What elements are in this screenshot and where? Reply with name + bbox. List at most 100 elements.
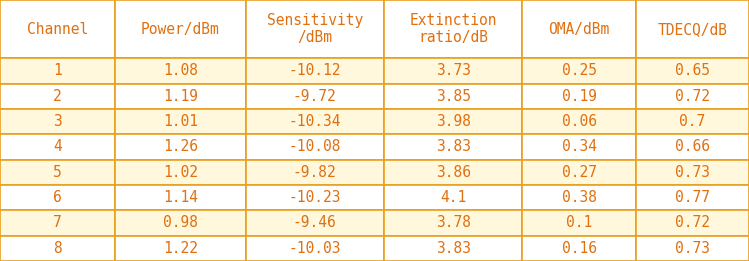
Bar [384, 0, 522, 58]
Bar [522, 134, 636, 160]
Bar [636, 210, 749, 236]
Text: 0.72: 0.72 [675, 89, 710, 104]
Text: 1.19: 1.19 [163, 89, 198, 104]
Bar [636, 84, 749, 109]
Bar [522, 84, 636, 109]
Bar [384, 236, 522, 261]
Bar [522, 210, 636, 236]
Bar [384, 58, 522, 84]
Text: 5: 5 [53, 165, 62, 180]
Text: -10.08: -10.08 [288, 139, 341, 155]
Text: 3.86: 3.86 [436, 165, 470, 180]
Text: 0.25: 0.25 [562, 63, 596, 79]
Text: 3.98: 3.98 [436, 114, 470, 129]
Bar [0, 210, 115, 236]
Bar [0, 84, 115, 109]
Text: 0.06: 0.06 [562, 114, 596, 129]
Text: 0.34: 0.34 [562, 139, 596, 155]
Text: -9.82: -9.82 [293, 165, 337, 180]
Text: -9.46: -9.46 [293, 216, 337, 230]
Text: 1.22: 1.22 [163, 241, 198, 256]
Bar [636, 134, 749, 160]
Bar [0, 0, 115, 58]
Text: 0.16: 0.16 [562, 241, 596, 256]
Text: TDECQ/dB: TDECQ/dB [658, 22, 727, 37]
Bar [522, 185, 636, 210]
Text: 0.77: 0.77 [675, 190, 710, 205]
Bar [115, 160, 246, 185]
Text: Power/dBm: Power/dBm [141, 22, 220, 37]
Text: 3.83: 3.83 [436, 139, 470, 155]
Bar [384, 84, 522, 109]
Text: 0.65: 0.65 [675, 63, 710, 79]
Text: 0.72: 0.72 [675, 216, 710, 230]
Bar [522, 236, 636, 261]
Text: 8: 8 [53, 241, 62, 256]
Text: OMA/dBm: OMA/dBm [548, 22, 610, 37]
Text: -10.12: -10.12 [288, 63, 341, 79]
Bar [0, 185, 115, 210]
Text: 0.1: 0.1 [566, 216, 592, 230]
Text: 4: 4 [53, 139, 62, 155]
Bar [115, 0, 246, 58]
Bar [246, 0, 384, 58]
Text: 0.98: 0.98 [163, 216, 198, 230]
Text: 1.08: 1.08 [163, 63, 198, 79]
Text: 3: 3 [53, 114, 62, 129]
Text: 6: 6 [53, 190, 62, 205]
Text: 0.38: 0.38 [562, 190, 596, 205]
Text: 1.14: 1.14 [163, 190, 198, 205]
Bar [115, 134, 246, 160]
Text: 3.85: 3.85 [436, 89, 470, 104]
Bar [246, 185, 384, 210]
Bar [384, 210, 522, 236]
Text: 1.02: 1.02 [163, 165, 198, 180]
Bar [522, 160, 636, 185]
Text: 1: 1 [53, 63, 62, 79]
Bar [0, 58, 115, 84]
Bar [115, 236, 246, 261]
Bar [0, 236, 115, 261]
Bar [246, 236, 384, 261]
Bar [246, 58, 384, 84]
Text: 0.19: 0.19 [562, 89, 596, 104]
Text: 1.26: 1.26 [163, 139, 198, 155]
Bar [522, 109, 636, 134]
Bar [115, 185, 246, 210]
Bar [115, 84, 246, 109]
Text: 0.7: 0.7 [679, 114, 706, 129]
Bar [636, 236, 749, 261]
Bar [522, 0, 636, 58]
Text: 0.66: 0.66 [675, 139, 710, 155]
Bar [384, 185, 522, 210]
Bar [0, 109, 115, 134]
Bar [636, 0, 749, 58]
Text: 2: 2 [53, 89, 62, 104]
Bar [636, 160, 749, 185]
Text: 0.27: 0.27 [562, 165, 596, 180]
Text: Sensitivity
/dBm: Sensitivity /dBm [267, 13, 363, 45]
Bar [522, 58, 636, 84]
Text: 0.73: 0.73 [675, 165, 710, 180]
Text: -9.72: -9.72 [293, 89, 337, 104]
Text: -10.23: -10.23 [288, 190, 341, 205]
Bar [0, 134, 115, 160]
Text: 3.83: 3.83 [436, 241, 470, 256]
Text: 0.73: 0.73 [675, 241, 710, 256]
Bar [0, 160, 115, 185]
Bar [115, 58, 246, 84]
Bar [384, 160, 522, 185]
Bar [636, 58, 749, 84]
Text: 1.01: 1.01 [163, 114, 198, 129]
Bar [384, 109, 522, 134]
Text: Channel: Channel [27, 22, 88, 37]
Text: -10.03: -10.03 [288, 241, 341, 256]
Bar [246, 160, 384, 185]
Bar [246, 109, 384, 134]
Text: 7: 7 [53, 216, 62, 230]
Bar [115, 109, 246, 134]
Bar [246, 84, 384, 109]
Text: 3.78: 3.78 [436, 216, 470, 230]
Text: 3.73: 3.73 [436, 63, 470, 79]
Bar [246, 134, 384, 160]
